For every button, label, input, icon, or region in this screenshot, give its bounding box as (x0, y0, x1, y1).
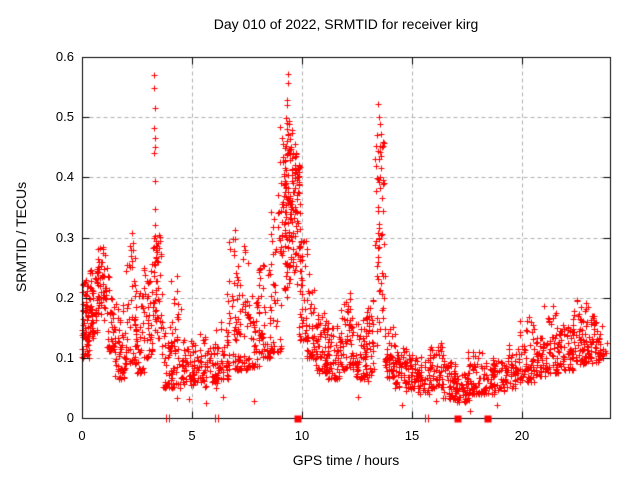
y-tick-label: 0.5 (55, 109, 74, 124)
y-tick-label: 0.1 (55, 350, 74, 365)
x-tick-label: 0 (78, 428, 86, 443)
x-tick-label: 10 (294, 428, 310, 443)
chart-title: Day 010 of 2022, SRMTID for receiver kir… (213, 16, 479, 32)
y-tick-label: 0.2 (55, 290, 74, 305)
y-tick-label: 0.4 (55, 169, 74, 184)
x-tick-label: 5 (188, 428, 196, 443)
y-tick-label: 0.6 (55, 49, 74, 64)
y-tick-label: 0 (66, 410, 74, 425)
y-tick-label: 0.3 (55, 230, 74, 245)
x-tick-label: 20 (514, 428, 530, 443)
x-tick-label: 15 (404, 428, 420, 443)
y-axis-label: SRMTID / TECUs (13, 181, 29, 293)
x-axis-label: GPS time / hours (292, 452, 400, 468)
